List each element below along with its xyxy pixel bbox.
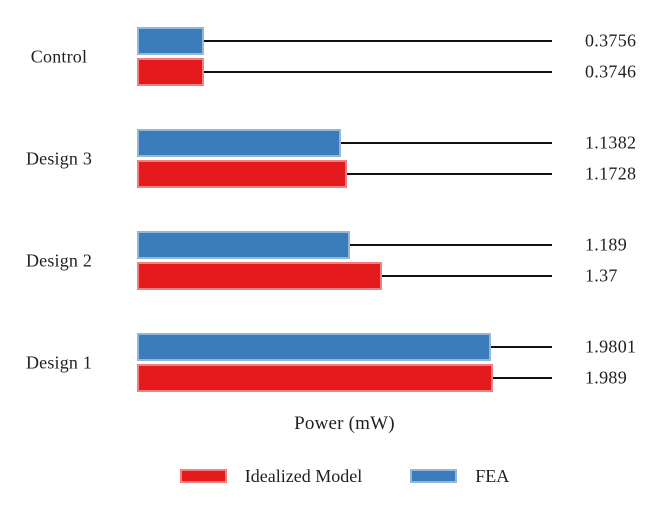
bar-fea: [137, 231, 350, 259]
value-label: 0.3746: [585, 61, 637, 82]
bar-idealized-model: [137, 58, 204, 86]
leader-line: [204, 40, 552, 42]
legend-label: FEA: [475, 465, 510, 486]
leader-line: [382, 275, 552, 277]
category-label-design-1: Design 1: [25, 352, 93, 372]
value-label: 1.37: [585, 265, 618, 286]
value-label: 1.189: [585, 234, 627, 255]
leader-line: [204, 71, 552, 73]
category-label-control: Control: [30, 46, 88, 66]
legend-entry-fea: FEA: [410, 466, 509, 487]
legend-swatch-fea: [410, 469, 458, 483]
bar-idealized-model: [137, 262, 382, 290]
legend-label: Idealized Model: [244, 465, 363, 486]
bar-fea: [137, 27, 204, 55]
category-label-design-3: Design 3: [25, 148, 93, 168]
bar-idealized-model: [137, 160, 347, 188]
value-label: 1.989: [585, 367, 627, 388]
legend-entry-idealized-model: Idealized Model: [179, 465, 363, 487]
legend-swatch-idealized-model: [179, 469, 227, 483]
legend: Idealized Model FEA: [117, 462, 572, 490]
leader-line: [347, 173, 552, 175]
bar-fea: [137, 333, 491, 361]
value-label: 1.1382: [585, 132, 637, 153]
value-label: 1.1728: [585, 163, 637, 184]
value-label: 0.3756: [585, 30, 637, 51]
leader-line: [350, 244, 552, 246]
bar-idealized-model: [137, 364, 493, 392]
bar-fea: [137, 129, 341, 157]
x-axis-label: Power (mW): [294, 413, 395, 434]
value-label: 1.9801: [585, 336, 637, 357]
leader-line: [491, 346, 552, 348]
leader-line: [341, 142, 552, 144]
category-label-design-2: Design 2: [25, 250, 93, 270]
leader-line: [493, 377, 552, 379]
